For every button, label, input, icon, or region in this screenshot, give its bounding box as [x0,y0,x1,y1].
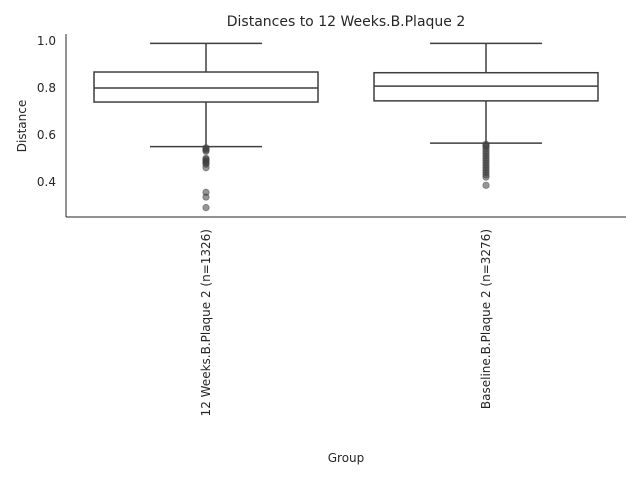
y-tick-label: 1.0 [37,34,56,48]
x-tick-label: Baseline.B.Plaque 2 (n=3276) [479,229,493,409]
y-axis-label: Distance [15,100,29,152]
x-tick-label: 12 Weeks.B.Plaque 2 (n=1326) [199,229,213,416]
chart-title: Distances to 12 Weeks.B.Plaque 2 [227,14,466,30]
y-tick-label: 0.8 [37,81,56,95]
y-tick-label: 0.4 [37,175,56,189]
outlier-point [202,204,210,212]
y-ticks: 0.4 0.6 0.8 1.0 [37,34,56,189]
x-axis-label: Group [328,451,365,465]
box-group [373,42,599,189]
boxes [93,42,599,212]
x-ticks: 12 Weeks.B.Plaque 2 (n=1326) Baseline.B.P… [199,229,493,416]
outlier-point [482,173,490,181]
y-tick-label: 0.6 [37,128,56,142]
iqr-box [93,71,319,103]
outlier-point [202,193,210,201]
box-group [93,42,319,212]
outlier-point [482,181,490,189]
outlier-point [202,164,210,172]
outlier-point [202,147,210,155]
